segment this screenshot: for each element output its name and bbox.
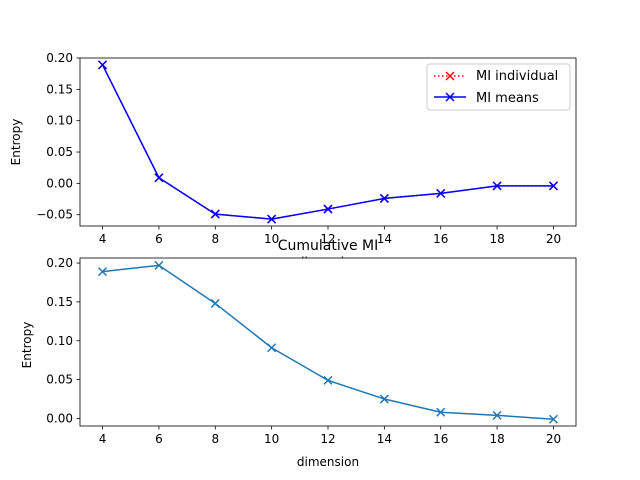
legend-label-mi-means: MI means (476, 91, 539, 106)
mi-means-point (436, 188, 446, 198)
legend-marker-mi-means (445, 92, 455, 102)
top-x-tick-label: 14 (377, 232, 392, 246)
bottom-series-point (492, 410, 502, 420)
mi-means-point (267, 214, 277, 224)
top-y-axis-label: Entropy (9, 119, 23, 166)
legend: MI individual MI means (426, 63, 571, 111)
bottom-x-tick-label: 12 (320, 432, 335, 446)
mi-means-point (379, 193, 389, 203)
top-axes: 4 6 8 10 12 14 16 18 20 −0.05 0.00 0.05 0.10 0.15 0.20… (9, 51, 577, 269)
top-x-tick-label: 10 (264, 232, 279, 246)
bottom-x-axis-label: dimension (297, 455, 359, 469)
mi-means-point (323, 204, 333, 214)
bottom-series-point (379, 394, 389, 404)
bottom-series-point (267, 343, 277, 353)
bottom-y-tick-label: 0.05 (46, 373, 73, 387)
bottom-x-tick-label: 16 (433, 432, 448, 446)
top-y-tick-label: 0.00 (46, 176, 73, 190)
bottom-y-axis-label: Entropy (20, 322, 34, 369)
bottom-axes: 4 6 8 10 12 14 16 18 20 0.00 0.05 0.10 0.15 0.20 Entr… (20, 238, 577, 469)
top-y-tick-label: 0.20 (46, 51, 73, 65)
bottom-series-point (436, 407, 446, 417)
bottom-series-point (154, 260, 164, 270)
top-x-tick-label: 4 (99, 232, 107, 246)
legend-marker-mi-individual (445, 71, 455, 81)
bottom-axes-frame (79, 257, 577, 427)
bottom-chart-title: Cumulative MI (278, 238, 379, 254)
bottom-x-tick-label: 8 (211, 432, 219, 446)
bottom-x-tick-label: 14 (377, 432, 392, 446)
mi-means-point (492, 181, 502, 191)
mi-means-point (98, 60, 108, 70)
top-x-tick-label: 12 (320, 232, 335, 246)
top-y-tick-label: 0.05 (46, 145, 73, 159)
bottom-x-tick-label: 4 (99, 432, 107, 446)
top-x-tick-label: 20 (546, 232, 561, 246)
legend-label-mi-individual: MI individual (476, 69, 558, 84)
top-x-tick-label: 16 (433, 232, 448, 246)
top-x-tick-label: 18 (489, 232, 504, 246)
bottom-y-tick-label: 0.15 (46, 295, 73, 309)
bottom-series-point (210, 298, 220, 308)
bottom-x-tick-label: 20 (546, 432, 561, 446)
mi-means-point (210, 209, 220, 219)
top-y-tick-label: −0.05 (36, 208, 73, 222)
bottom-series-point (323, 375, 333, 385)
bottom-x-tick-label: 18 (489, 432, 504, 446)
bottom-series-point (98, 267, 108, 277)
bottom-y-tick-label: 0.20 (46, 256, 73, 270)
mi-means-point (154, 173, 164, 183)
top-y-tick-label: 0.15 (46, 82, 73, 96)
bottom-x-tick-label: 6 (155, 432, 163, 446)
bottom-series-point (548, 414, 558, 424)
top-x-tick-label: 8 (211, 232, 219, 246)
bottom-y-tick-label: 0.10 (46, 334, 73, 348)
bottom-x-tick-label: 10 (264, 432, 279, 446)
mi-means-point (548, 181, 558, 191)
bottom-y-tick-label: 0.00 (46, 411, 73, 425)
top-y-tick-label: 0.10 (46, 114, 73, 128)
top-x-tick-label: 6 (155, 232, 163, 246)
